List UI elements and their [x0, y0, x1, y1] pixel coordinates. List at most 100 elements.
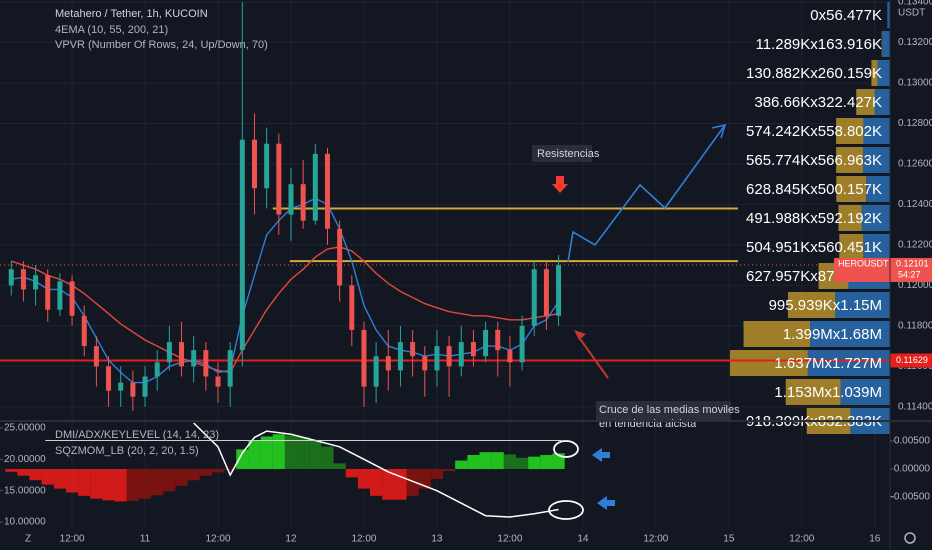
- chart-title: Metahero / Tether, 1h, KUCOIN: [55, 8, 208, 20]
- volume-up-bar: [856, 89, 875, 115]
- volume-label: 491.988Kx592.192K: [746, 210, 882, 227]
- x-tick-label: 12:00: [643, 534, 668, 545]
- volume-label: 995.939Kx1.15M: [769, 297, 882, 314]
- candle-body: [45, 275, 51, 310]
- volume-label: 574.242Kx558.802K: [746, 123, 882, 140]
- momentum-bar: [78, 468, 91, 496]
- momentum-bar: [394, 468, 407, 500]
- symbol-label: HEROUSDT: [838, 258, 889, 268]
- volume-up-bar: [839, 234, 864, 260]
- volume-up-bar: [881, 31, 883, 57]
- momentum-bar: [90, 468, 103, 499]
- candle-body: [531, 269, 537, 326]
- x-tick-label: 15: [723, 534, 735, 545]
- volume-down-bar: [835, 292, 890, 318]
- momentum-bar: [53, 468, 67, 489]
- x-tick-label: 12:00: [205, 534, 230, 545]
- momentum-bar: [284, 435, 298, 469]
- candle-body: [422, 356, 428, 371]
- candle-body: [470, 342, 476, 357]
- candle-body: [312, 153, 318, 221]
- indicator-legend: 4EMA (10, 55, 200, 21): [55, 24, 168, 36]
- y-tick-label: 0.12600: [898, 159, 932, 170]
- current-price-label: 0.12101: [896, 258, 929, 268]
- candle-body: [556, 265, 562, 316]
- volume-label: 130.882Kx260.159K: [746, 65, 882, 82]
- momentum-bar: [321, 446, 334, 469]
- x-tick-label: 12:00: [497, 534, 522, 545]
- momentum-bar: [236, 449, 249, 469]
- volume-down-bar: [863, 147, 890, 173]
- x-tick-label: 13: [431, 534, 443, 545]
- candle-body: [349, 285, 355, 330]
- adx-line: [193, 422, 559, 518]
- volume-up-bar: [836, 118, 864, 144]
- ema-line: [11, 246, 559, 374]
- y-tick-label: 15.00000: [4, 485, 46, 496]
- momentum-bar: [272, 434, 285, 469]
- candle-body: [483, 329, 489, 357]
- candle-body: [106, 366, 112, 391]
- annotation: Resistencias: [537, 148, 600, 160]
- candle-body: [288, 184, 294, 215]
- y2-tick-label: -0.00500: [891, 492, 931, 503]
- volume-down-bar: [882, 31, 890, 57]
- annotation: en tendencia alcista: [599, 418, 697, 430]
- volume-up-bar: [785, 379, 841, 405]
- y-tick-label: 10.00000: [4, 517, 46, 528]
- annotation: Cruce de las medias moviles: [599, 404, 740, 416]
- volume-down-bar: [874, 89, 890, 115]
- blue-arrow: [592, 448, 610, 462]
- momentum-bar: [309, 439, 322, 469]
- indicator-legend: SQZMOM_LB (20, 2, 20, 1.5): [55, 445, 199, 457]
- candle-body: [446, 346, 452, 367]
- momentum-bar: [443, 468, 456, 472]
- candle-body: [337, 228, 343, 286]
- candle-body: [385, 356, 391, 371]
- circle-mark: [553, 440, 579, 458]
- momentum-bar: [333, 463, 346, 469]
- ema-line: [11, 197, 560, 384]
- indicator-legend: VPVR (Number Of Rows, 24, Up/Down, 70): [55, 39, 268, 51]
- circle-mark: [548, 500, 584, 520]
- candle-body: [397, 342, 403, 371]
- indicator-pane: 25.00000 20.00000 15.00000 10.00000 0.00500 0…: [0, 422, 931, 528]
- y2-tick-label: 0.00000: [894, 464, 931, 475]
- candle-body: [252, 139, 258, 189]
- candle-body: [191, 350, 197, 367]
- candle-body: [434, 346, 440, 371]
- momentum-bar: [528, 456, 541, 469]
- x-tick-label: 12:00: [789, 534, 814, 545]
- volume-up-bar: [743, 321, 811, 347]
- settings-icon[interactable]: [904, 532, 916, 544]
- pointer-arrowhead: [574, 330, 586, 340]
- momentum-bar: [455, 460, 468, 469]
- volume-up-bar: [871, 60, 878, 86]
- y2-tick-label: 0.00500: [894, 436, 931, 447]
- volume-down-bar: [866, 176, 890, 202]
- y-tick-label: 0.13200: [898, 37, 932, 48]
- momentum-bar: [491, 452, 504, 469]
- x-tick-label: 12:00: [60, 534, 85, 545]
- projection-arrowhead: [711, 123, 727, 139]
- volume-down-bar: [807, 350, 890, 376]
- volume-label: 1.399Mx1.68M: [783, 326, 882, 343]
- y-tick-label: 20.00000: [4, 454, 46, 465]
- candle-body: [361, 329, 367, 387]
- icon[interactable]: Z: [25, 534, 31, 545]
- candle-body: [93, 346, 99, 367]
- momentum-bar: [199, 468, 212, 476]
- momentum-bar: [17, 468, 30, 476]
- momentum-bar: [41, 468, 54, 485]
- momentum-bar: [370, 468, 383, 496]
- candle-body: [239, 139, 245, 351]
- candle-body: [276, 143, 282, 215]
- candle-body: [8, 269, 14, 286]
- y-unit: USDT: [898, 8, 925, 19]
- volume-label: 0x56.477K: [810, 7, 882, 24]
- momentum-bar: [479, 452, 492, 469]
- volume-label: 628.845Kx500.157K: [746, 181, 882, 198]
- candle-body: [373, 356, 379, 387]
